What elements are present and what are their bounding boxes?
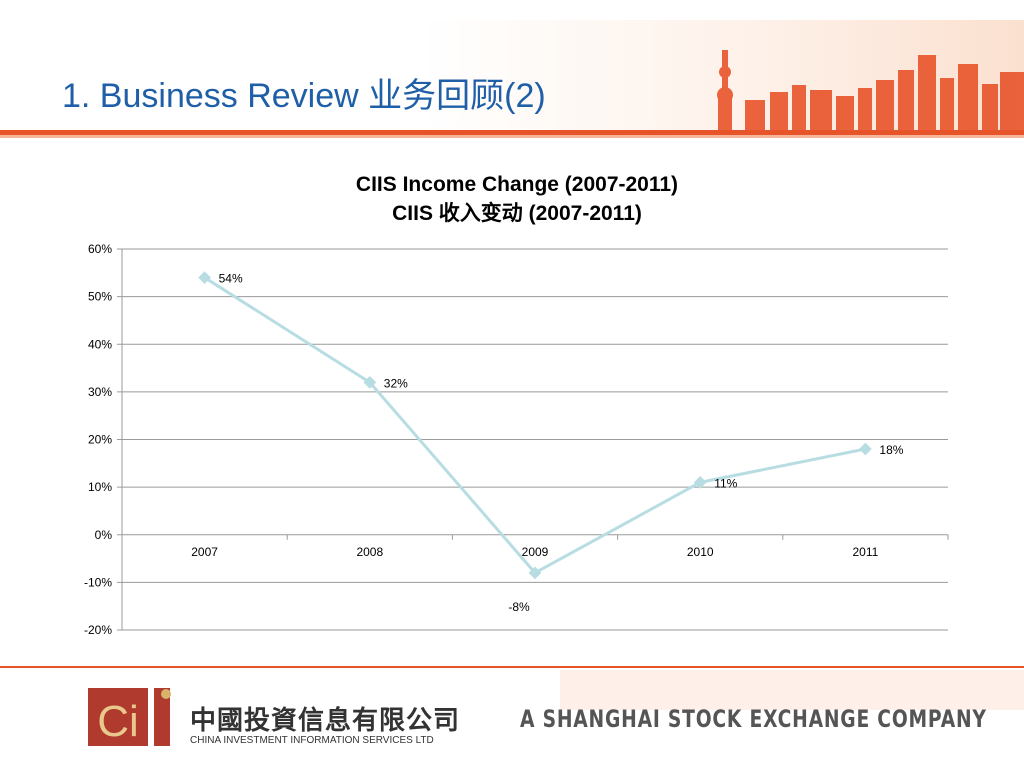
series-line — [203, 276, 866, 575]
x-tick-label: 2008 — [356, 545, 383, 559]
chart-subtitle: CIIS 收入变动 (2007-2011) — [392, 202, 642, 225]
y-tick-label: 50% — [88, 290, 112, 304]
y-tick-label: -10% — [84, 575, 112, 589]
header-rule — [0, 130, 1024, 135]
data-label: 11% — [714, 476, 737, 490]
y-tick-label: 20% — [88, 433, 112, 447]
data-label: 18% — [879, 443, 903, 457]
page-title: 1. Business Review 业务回顾(2) — [62, 77, 546, 115]
city-skyline-icon — [717, 50, 1024, 130]
company-name-en: CHINA INVESTMENT INFORMATION SERVICES LT… — [190, 735, 434, 746]
slide-header: 1. Business Review 业务回顾(2) — [0, 0, 1024, 140]
data-point — [198, 271, 211, 284]
data-label: 32% — [384, 376, 408, 390]
data-point — [859, 442, 872, 456]
slide-footer — [0, 660, 1024, 768]
data-label: -8% — [508, 600, 530, 614]
x-tick-label: 2009 — [522, 545, 549, 559]
logo-mark: Ci — [97, 697, 139, 746]
data-point — [363, 375, 377, 389]
y-tick-label: -20% — [84, 623, 112, 637]
chart-title-block: CIIS Income Change (2007-2011) CIIS 收入变动… — [0, 170, 1024, 228]
skyline-banner — [0, 20, 1024, 138]
y-tick-label: 60% — [88, 242, 112, 256]
company-name-cn: 中國投資信息有限公司 — [190, 705, 461, 735]
y-tick-label: 0% — [95, 528, 113, 542]
y-tick-label: 30% — [88, 385, 112, 399]
x-tick-label: 2011 — [852, 545, 878, 559]
company-tagline: A SHANGHAI STOCK EXCHANGE COMPANY — [520, 705, 987, 733]
footer-decoration — [0, 666, 1024, 710]
x-tick-label: 2010 — [687, 545, 714, 559]
y-tick-label: 10% — [88, 480, 112, 494]
data-label: 54% — [219, 272, 243, 286]
x-tick-label: 2007 — [191, 545, 218, 559]
y-tick-label: 40% — [88, 337, 112, 351]
chart-title: CIIS Income Change (2007-2011) — [355, 173, 679, 196]
ciis-logo-icon: Ci — [88, 688, 171, 746]
line-chart: 60% 50% 40% 30% 20% 10% 0% -10% -20% 2007 2008 2009… — [84, 242, 949, 637]
